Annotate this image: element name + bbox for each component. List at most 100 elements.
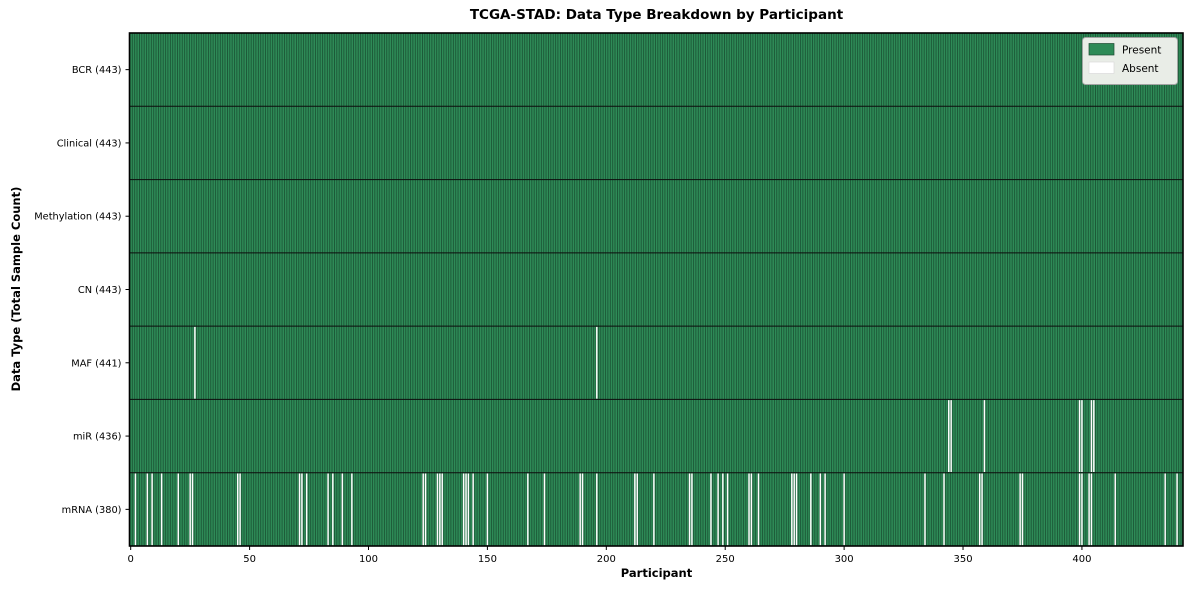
heatmap-grid (129, 33, 1183, 546)
absent-cell (239, 473, 241, 546)
legend-swatch-absent (1088, 61, 1115, 74)
absent-cell (1088, 473, 1090, 546)
absent-cell (726, 473, 729, 546)
absent-cell (151, 473, 153, 546)
x-tick-label: 50 (243, 554, 256, 565)
x-axis-label: Participant (620, 566, 693, 580)
x-tick-label: 100 (359, 554, 378, 565)
absent-cell (1090, 400, 1093, 473)
x-tick-label: 400 (1072, 554, 1091, 565)
absent-cell (757, 473, 760, 546)
absent-cell (983, 400, 986, 473)
absent-cell (717, 473, 719, 546)
absent-cell (924, 473, 926, 546)
absent-cell (424, 473, 427, 546)
row-maf (194, 326, 598, 399)
absent-cell (1081, 473, 1083, 546)
absent-cell (688, 473, 691, 546)
absent-cell (710, 473, 712, 546)
absent-cell (146, 473, 149, 546)
absent-cell (1176, 473, 1178, 546)
absent-cell (177, 473, 179, 546)
absent-cell (1090, 473, 1093, 546)
absent-cell (634, 473, 636, 546)
absent-cell (843, 473, 845, 546)
absent-cell (810, 473, 812, 546)
absent-cell (1164, 473, 1166, 546)
absent-cell (581, 473, 584, 546)
absent-cell (527, 473, 529, 546)
absent-cell (1114, 473, 1116, 546)
y-tick-label: miR (436) (73, 432, 122, 443)
absent-cell (1078, 400, 1081, 473)
absent-cell (1081, 400, 1083, 473)
absent-cell (596, 326, 598, 399)
x-tick-label: 150 (478, 554, 497, 565)
absent-cell (793, 473, 795, 546)
absent-cell (722, 473, 724, 546)
absent-cell (1078, 473, 1081, 546)
absent-cell (819, 473, 822, 546)
absent-cell (948, 400, 950, 473)
x-tick-label: 300 (835, 554, 854, 565)
absent-cell (748, 473, 750, 546)
absent-cell (465, 473, 467, 546)
absent-cell (351, 473, 353, 546)
absent-cell (327, 473, 329, 546)
absent-cell (462, 473, 465, 546)
absent-cell (543, 473, 546, 546)
absent-cell (1019, 473, 1021, 546)
x-axis: 0 50 100 150 200 250 300 350 400 (128, 546, 1091, 565)
absent-cell (332, 473, 334, 546)
y-axis-label: Data Type (Total Sample Count) (9, 186, 23, 392)
absent-cell (943, 473, 945, 546)
y-tick-label: BCR (443) (72, 65, 122, 76)
absent-cell (1093, 400, 1095, 473)
absent-cell (691, 473, 693, 546)
absent-cell (791, 473, 793, 546)
y-tick-label: MAF (441) (71, 358, 121, 369)
row-mir (948, 400, 1095, 473)
absent-cell (439, 473, 441, 546)
cell-edges-overlay (129, 33, 1183, 546)
absent-cell (596, 473, 598, 546)
absent-cell (298, 473, 301, 546)
absent-cell (750, 473, 753, 546)
absent-cell (301, 473, 303, 546)
y-tick-label: CN (443) (78, 285, 122, 296)
absent-cell (191, 473, 194, 546)
legend-label-absent: Absent (1122, 63, 1159, 75)
x-tick-label: 250 (716, 554, 735, 565)
absent-cell (305, 473, 308, 546)
legend-label-present: Present (1122, 45, 1161, 57)
absent-cell (341, 473, 344, 546)
y-axis: BCR (443) Clinical (443) Methylation (443)… (34, 65, 130, 516)
absent-cell (472, 473, 474, 546)
absent-cell (1021, 473, 1024, 546)
legend: Present Absent (1082, 37, 1178, 85)
absent-cell (486, 473, 489, 546)
y-tick-label: mRNA (380) (62, 505, 122, 516)
y-tick-label: Methylation (443) (34, 212, 121, 223)
absent-cell (236, 473, 239, 546)
x-tick-label: 0 (128, 554, 134, 565)
absent-cell (795, 473, 798, 546)
x-tick-label: 200 (597, 554, 616, 565)
absent-cell (579, 473, 581, 546)
y-tick-label: Clinical (443) (57, 138, 122, 149)
absent-cell (436, 473, 439, 546)
absent-cell (160, 473, 163, 546)
x-tick-label: 350 (953, 554, 972, 565)
row-mrna (134, 473, 1178, 546)
chart-title: TCGA-STAD: Data Type Breakdown by Partic… (469, 7, 844, 23)
absent-cell (950, 400, 952, 473)
absent-cell (981, 473, 983, 546)
absent-cell (422, 473, 424, 546)
absent-cell (467, 473, 470, 546)
absent-cell (134, 473, 137, 546)
absent-cell (194, 326, 196, 399)
absent-cell (441, 473, 443, 546)
absent-cell (189, 473, 191, 546)
